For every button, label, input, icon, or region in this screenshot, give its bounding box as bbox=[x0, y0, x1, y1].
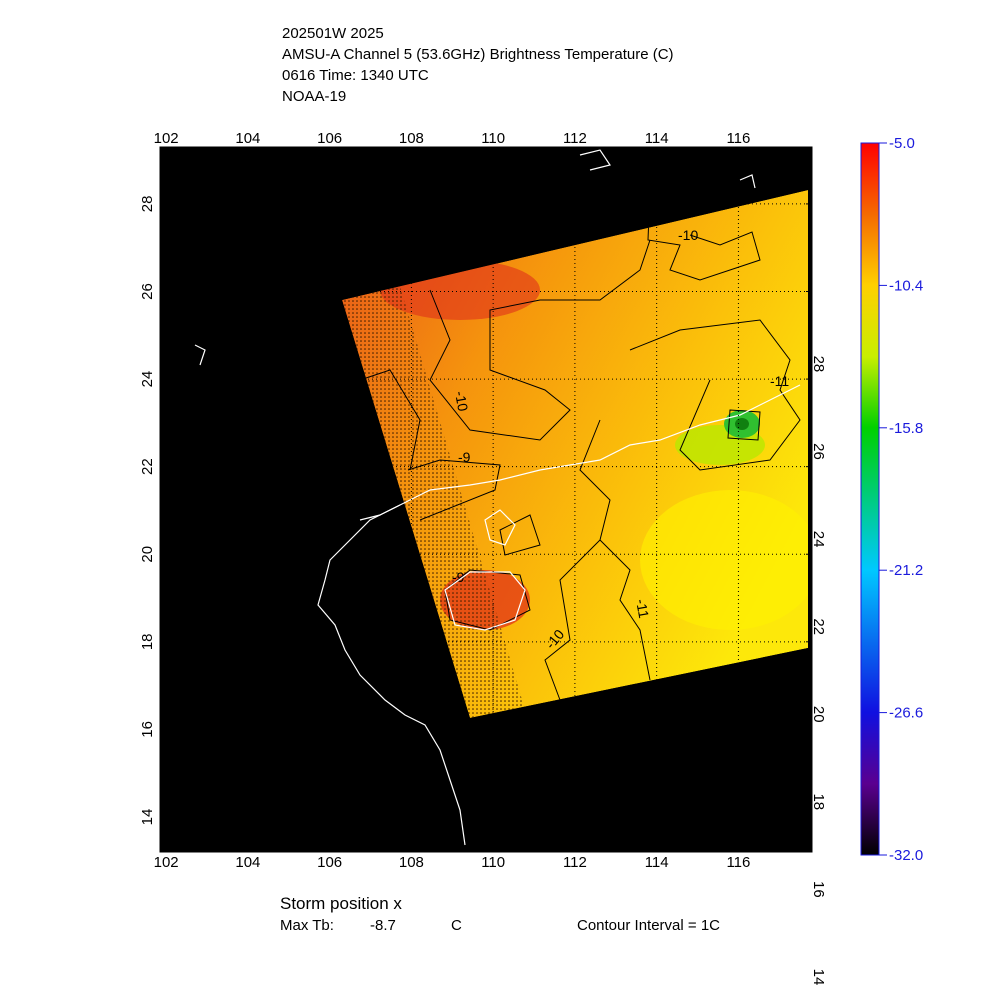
contours bbox=[359, 190, 801, 701]
colorbar-label: -15.8 bbox=[889, 420, 923, 437]
lat-label-left: 16 bbox=[139, 721, 156, 738]
lon-label-bottom: 112 bbox=[563, 854, 587, 871]
lon-label-bottom: 116 bbox=[726, 854, 750, 871]
storm-position: Storm position x bbox=[280, 894, 402, 913]
lon-label-top: 110 bbox=[481, 130, 505, 147]
title-line: AMSU-A Channel 5 (53.6GHz) Brightness Te… bbox=[282, 46, 674, 63]
contour-label: -11 bbox=[770, 373, 789, 389]
lat-label-left: 22 bbox=[139, 458, 156, 475]
map-frame bbox=[159, 146, 813, 853]
lon-label-top: 104 bbox=[235, 130, 260, 147]
lon-label-top: 108 bbox=[399, 130, 424, 147]
lat-label-left: 20 bbox=[139, 546, 156, 563]
contour-interval: Contour Interval = 1C bbox=[577, 917, 720, 934]
lat-label-right: 24 bbox=[810, 531, 827, 548]
lon-label-bottom: 110 bbox=[481, 854, 505, 871]
colorbar-scale bbox=[860, 142, 880, 856]
lat-label-right: 16 bbox=[810, 881, 827, 898]
header: 202501W 2025 AMSU-A Channel 5 (53.6GHz) … bbox=[282, 25, 674, 105]
lon-label-top: 116 bbox=[726, 130, 750, 147]
contour-label: -9 bbox=[452, 569, 465, 585]
title-line: 0616 Time: 1340 UTC bbox=[282, 67, 429, 84]
lat-label-left: 24 bbox=[139, 371, 156, 388]
grid bbox=[342, 190, 808, 718]
contour-label: -11 bbox=[633, 598, 652, 620]
coastline bbox=[194, 149, 801, 846]
title-line: 202501W 2025 bbox=[282, 25, 384, 42]
max-tb-value: -8.7 bbox=[370, 917, 396, 934]
max-tb-unit: C bbox=[451, 917, 462, 934]
lat-label-left: 18 bbox=[139, 633, 156, 650]
axes: 102 102 104 104 106 106 108 108 110 110 112 112 114 1… bbox=[139, 130, 827, 985]
lat-label-left: 14 bbox=[139, 809, 156, 826]
contour-label: -10 bbox=[678, 227, 698, 243]
title-line: NOAA-19 bbox=[282, 88, 346, 105]
lon-label-bottom: 114 bbox=[645, 854, 669, 871]
contour-label: -10 bbox=[452, 390, 471, 413]
colorbar-label: -21.2 bbox=[889, 562, 923, 579]
colorbar-label: -10.4 bbox=[889, 277, 923, 294]
colorbar-label: -32.0 bbox=[889, 847, 923, 864]
lon-label-top: 106 bbox=[317, 130, 342, 147]
lon-label-bottom: 106 bbox=[317, 854, 342, 871]
lon-label-bottom: 104 bbox=[235, 854, 260, 871]
lat-label-right: 28 bbox=[810, 356, 827, 373]
lat-label-right: 22 bbox=[810, 618, 827, 635]
colorbar-label: -26.6 bbox=[889, 705, 923, 722]
lat-label-left: 26 bbox=[139, 283, 156, 300]
footer: Storm position x Max Tb: -8.7 C Contour … bbox=[280, 894, 720, 934]
lat-label-right: 20 bbox=[810, 706, 827, 723]
lat-label-right: 18 bbox=[810, 793, 827, 810]
contour-label: -9 bbox=[458, 449, 471, 465]
lon-label-bottom: 108 bbox=[399, 854, 424, 871]
lat-label-left: 28 bbox=[139, 196, 156, 213]
lon-label-top: 102 bbox=[154, 130, 179, 147]
lon-label-top: 112 bbox=[563, 130, 587, 147]
lon-label-bottom: 102 bbox=[154, 854, 179, 871]
colorbar-label: -5.0 bbox=[889, 135, 915, 152]
max-tb-label: Max Tb: bbox=[280, 917, 334, 934]
lon-label-top: 114 bbox=[645, 130, 669, 147]
lat-label-right: 26 bbox=[810, 443, 827, 460]
lat-label-right: 14 bbox=[810, 969, 827, 986]
colorbar: -5.0 -10.4 -15.8 -21.2 -26.6 -32.0 bbox=[860, 135, 923, 864]
